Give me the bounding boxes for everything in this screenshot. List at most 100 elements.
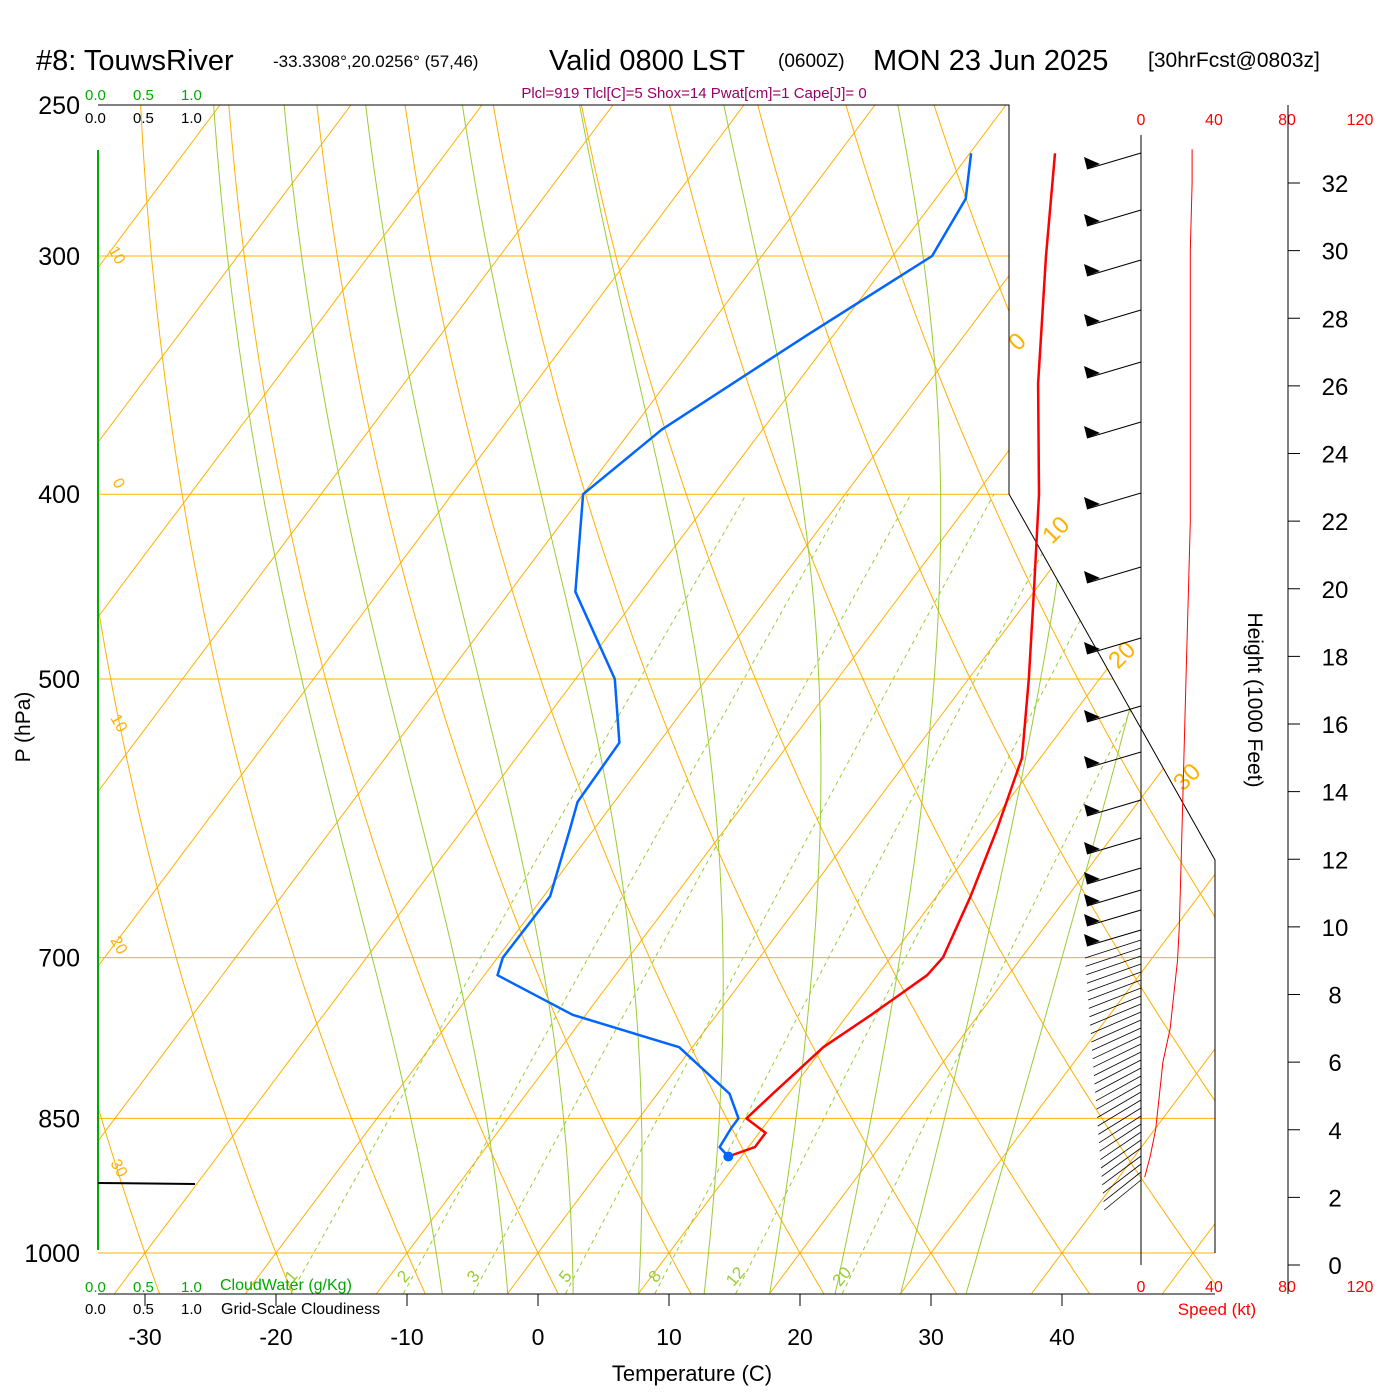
speed-tick: 0 [1137,1279,1146,1296]
wind-barb-staff [1086,209,1142,227]
zulu-time: (0600Z) [778,51,845,72]
height-tick-label: 26 [1322,374,1349,401]
isotherm-line [98,105,770,1294]
isotherm-line [638,105,1215,1294]
wind-barb-staff [1098,1107,1142,1135]
dewpoint-trace [496,153,973,1158]
wind-barb-staff [1093,1051,1142,1076]
wind-barb-flag [1084,157,1100,169]
height-tick-label: 24 [1322,442,1349,469]
cloudwater-tick-1: 0.5 [133,1279,154,1296]
mixing-ratio-line [290,493,747,1294]
cloud-legend-bottom: 0.0 0.5 1.0 CloudWater (g/Kg) 0.0 0.5 1.… [85,1277,380,1318]
height-tick-label: 0 [1328,1253,1341,1280]
wind-barb-staff [1100,1139,1142,1169]
cloudwater-tick-2: 1.0 [181,87,202,104]
moist-adiabat-line [280,105,509,1294]
wind-barb-staff [1095,1075,1142,1102]
speed-tick: 40 [1205,1279,1223,1296]
cloudiness-label: Grid-Scale Cloudiness [221,1301,380,1318]
height-tick-label: 10 [1322,915,1349,942]
station-coords: -33.3308°,20.0256° (57,46) [273,52,478,71]
dry-adiabat-line [98,105,160,1294]
wind-barb-staff [1086,421,1142,439]
isotherm-line [98,105,639,1294]
station-title: #8: TouwsRiver [36,45,234,77]
cloudiness-tick-1: 0.5 [133,1301,154,1318]
wind-barb-staff [1092,1035,1142,1060]
cloudwater-tick-0: 0.0 [85,87,106,104]
isotherm-line [900,105,1215,1294]
moist-adiabat-line [834,105,942,1294]
isotherm-line [1031,105,1215,1294]
wind-barb-staff [1099,1123,1142,1152]
x-axis-title: Temperature (C) [612,1361,772,1386]
wind-barb-staff [1103,1179,1142,1211]
height-tick-label: 2 [1328,1185,1341,1212]
wind-barb-staff [1086,566,1142,584]
wind-barb-staff [1086,909,1142,927]
isotherm-line [98,105,508,1294]
speed-tick: 0 [1137,112,1146,129]
temp-tick-label: 20 [787,1324,813,1350]
dry-adiabat-label: 30 [107,1157,131,1181]
wind-barb-staff [1085,947,1142,967]
wind-barb-staff [1089,995,1142,1018]
wind-barb-staff [1086,637,1142,655]
wind-barb-staff [1086,492,1142,510]
temp-tick-label: 10 [656,1324,682,1350]
speed-tick: 120 [1347,112,1374,129]
wind-barb-flag [1084,264,1100,276]
wind-barb-flag [1084,804,1100,816]
wind-barb-flag [1084,426,1100,438]
wind-barb-flag [1084,756,1100,768]
moist-adiabat-line [573,105,724,1294]
wind-barb-flag [1084,642,1100,654]
pressure-tick-label: 500 [38,666,80,694]
height-axis-label: Height (1000 Feet) [1243,612,1266,787]
dry-adiabat-label: 20 [107,934,131,958]
wind-barb-flag [1084,894,1100,906]
height-tick-label: 20 [1322,577,1349,604]
height-tick-label: 18 [1322,644,1349,671]
wind-barb-staff [1091,1019,1142,1043]
wind-barb-staff [1086,929,1142,947]
valid-time: Valid 0800 LST [549,45,745,77]
forecast-run: [30hrFcst@0803z] [1148,49,1320,72]
cloudiness-tick-2: 1.0 [181,1301,202,1318]
wind-barb-staff [1102,1163,1142,1194]
moist-adiabat-line [456,105,643,1294]
height-tick-label: 14 [1322,780,1349,807]
pressure-tick-label: 250 [38,92,80,120]
wind-panel [1084,149,1193,1211]
wind-barb-staff [1098,1115,1142,1144]
wind-barb-staff [1086,955,1142,976]
dry-adiabat-line [574,105,1090,1294]
axis-labels: -30 -20 -10 0 10 20 30 40 250 300 400 500 700 850 1000 [24,92,1074,1350]
speed-tick: 80 [1278,112,1296,129]
dry-adiabat-line [487,105,957,1294]
temp-tick-label: 0 [532,1324,545,1350]
dry-adiabat-line [400,105,825,1294]
mixing-ratio-line [565,493,995,1294]
height-tick-label: 6 [1328,1050,1341,1077]
wind-barb-staff [1086,152,1142,170]
height-tick-label: 22 [1322,509,1349,536]
cloudiness-tick-2: 1.0 [181,110,202,127]
dry-adiabat-label: 10 [107,712,131,736]
isotherm-line [114,105,1032,1294]
height-tick-label: 4 [1328,1118,1341,1145]
wind-speed-profile [1144,149,1193,1178]
wind-barb-staff [1103,1171,1142,1202]
wind-barb-staff [1086,309,1142,327]
plot-frame [97,104,1216,1295]
wind-barb-staff [1088,987,1142,1009]
height-tick-label: 32 [1322,171,1349,198]
wind-barb-staff [1093,1043,1142,1068]
height-tick-label: 12 [1322,847,1349,874]
cloudiness-tick-0: 0.0 [85,1301,106,1318]
pressure-tick-label: 400 [38,481,80,509]
wind-barb-staff [1097,1099,1142,1127]
